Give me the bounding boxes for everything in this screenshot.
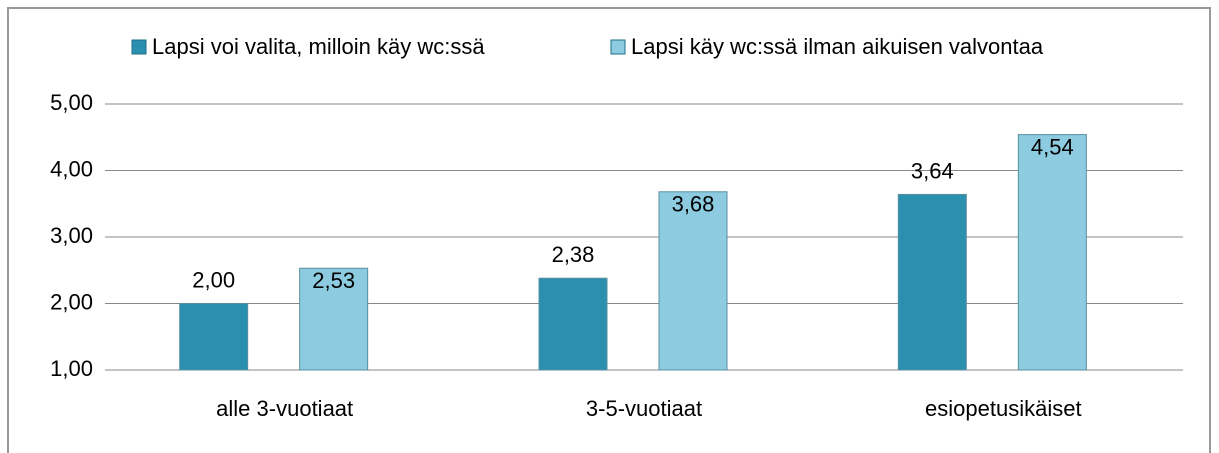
value-label: 2,53 xyxy=(312,268,355,293)
bar xyxy=(538,277,608,371)
y-tick-label: 5,00 xyxy=(50,90,93,115)
value-label: 3,64 xyxy=(911,158,954,183)
value-label: 3,68 xyxy=(672,192,715,217)
x-tick-label: 3-5-vuotiaat xyxy=(586,396,702,421)
value-label: 4,54 xyxy=(1031,134,1074,159)
y-tick-label: 1,00 xyxy=(50,356,93,381)
legend-label: Lapsi käy wc:ssä ilman aikuisen valvonta… xyxy=(631,34,1044,59)
legend-label: Lapsi voi valita, milloin käy wc:ssä xyxy=(152,34,485,59)
bar xyxy=(299,267,369,371)
y-tick-label: 4,00 xyxy=(50,156,93,181)
chart-frame xyxy=(7,7,1211,453)
y-tick-label: 2,00 xyxy=(50,289,93,314)
x-tick-label: alle 3-vuotiaat xyxy=(216,396,353,421)
bar xyxy=(1017,134,1087,371)
legend-swatch xyxy=(131,39,147,55)
legend-swatch xyxy=(610,39,626,55)
value-label: 2,38 xyxy=(552,242,595,267)
x-tick-label: esiopetusikäiset xyxy=(925,396,1082,421)
bar xyxy=(658,191,728,371)
bar xyxy=(897,193,967,371)
y-tick-label: 3,00 xyxy=(50,223,93,248)
value-label: 2,00 xyxy=(192,267,235,292)
bar xyxy=(179,303,249,371)
